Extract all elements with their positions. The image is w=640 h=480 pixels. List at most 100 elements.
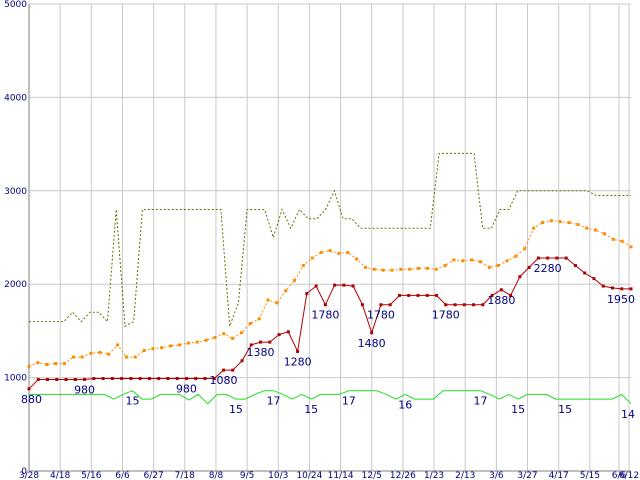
point-main	[388, 303, 392, 307]
point-avg	[231, 336, 235, 340]
y-tick-label: 0	[21, 467, 27, 477]
point-main	[259, 340, 263, 344]
point-main	[147, 377, 151, 381]
point-avg	[408, 267, 412, 271]
point-avg	[89, 351, 93, 355]
data-label: 15	[511, 403, 525, 416]
data-label: 14	[621, 408, 635, 421]
data-label: 1880	[487, 294, 515, 307]
point-avg	[186, 341, 190, 345]
point-main	[379, 303, 383, 307]
point-avg	[284, 289, 288, 293]
data-label: 880	[21, 393, 42, 406]
point-main	[536, 256, 540, 260]
point-main	[583, 271, 587, 275]
x-tick-label: 11/14	[328, 471, 354, 480]
point-main	[120, 377, 124, 381]
point-avg	[399, 267, 403, 271]
x-tick-label: 3/28	[19, 471, 39, 480]
point-main	[610, 286, 614, 290]
point-avg	[293, 278, 297, 282]
y-tick-label: 4000	[4, 93, 27, 103]
point-main	[499, 288, 503, 292]
point-avg	[372, 267, 376, 271]
point-avg	[523, 247, 527, 251]
point-avg	[151, 347, 155, 351]
point-main	[203, 377, 207, 381]
point-avg	[195, 340, 199, 344]
point-avg	[514, 254, 518, 258]
point-main	[490, 293, 494, 297]
data-label: 15	[229, 403, 243, 416]
point-main	[601, 284, 605, 288]
point-main	[36, 377, 40, 381]
point-main	[472, 303, 476, 307]
point-avg	[124, 355, 128, 359]
point-main	[221, 368, 225, 372]
x-tick-label: 12/5	[362, 471, 382, 480]
point-avg	[381, 268, 385, 272]
data-label: 2280	[534, 262, 562, 275]
y-tick-label: 3000	[4, 187, 27, 197]
point-main	[46, 377, 50, 381]
point-avg	[266, 298, 270, 302]
point-avg	[585, 226, 589, 230]
point-avg	[540, 221, 544, 225]
point-avg	[355, 257, 359, 261]
point-avg	[363, 265, 367, 269]
point-avg	[443, 264, 447, 268]
point-avg	[461, 259, 465, 263]
point-avg	[133, 355, 137, 359]
point-avg	[275, 301, 279, 305]
point-main	[620, 287, 624, 291]
point-avg	[390, 268, 394, 272]
x-tick-label: 10/24	[296, 471, 322, 480]
series-line-main	[28, 257, 631, 390]
point-main	[83, 377, 87, 381]
point-avg	[27, 364, 31, 368]
point-main	[573, 264, 577, 268]
x-tick-label: 8/8	[209, 471, 224, 480]
x-tick-label: 6/12	[619, 471, 639, 480]
point-avg	[213, 335, 217, 339]
x-tick-label: 3/6	[489, 471, 504, 480]
data-label: 1950	[607, 293, 635, 306]
x-tick-label: 1/23	[424, 471, 444, 480]
point-main	[194, 377, 198, 381]
data-label: 17	[267, 395, 281, 408]
point-main	[407, 293, 411, 297]
point-avg	[434, 267, 438, 271]
point-main	[286, 330, 290, 334]
x-tick-label: 6/6	[115, 471, 130, 480]
point-main	[629, 287, 633, 291]
x-tick-label: 5/15	[580, 471, 600, 480]
point-main	[564, 256, 568, 260]
point-avg	[248, 321, 252, 325]
point-avg	[417, 266, 421, 270]
point-avg	[301, 264, 305, 268]
point-main	[342, 283, 346, 287]
data-label: 16	[398, 398, 412, 411]
point-main	[73, 377, 77, 381]
point-main	[444, 303, 448, 307]
x-tick-label: 10/3	[268, 471, 288, 480]
point-main	[175, 377, 179, 381]
x-tick-label: 3/27	[517, 471, 537, 480]
point-main	[416, 293, 420, 297]
series-line-max	[29, 152, 631, 327]
data-label: 1080	[209, 374, 237, 387]
point-main	[397, 293, 401, 297]
point-avg	[532, 226, 536, 230]
point-avg	[45, 363, 49, 367]
point-main	[296, 349, 300, 353]
point-main	[509, 293, 513, 297]
point-avg	[594, 228, 598, 232]
point-main	[435, 293, 439, 297]
point-main	[249, 343, 253, 347]
point-main	[110, 377, 114, 381]
x-tick-label: 5/16	[81, 471, 101, 480]
point-avg	[576, 222, 580, 226]
x-tick-label: 6/6	[612, 471, 627, 480]
series-line-count	[29, 390, 632, 405]
point-main	[101, 377, 105, 381]
